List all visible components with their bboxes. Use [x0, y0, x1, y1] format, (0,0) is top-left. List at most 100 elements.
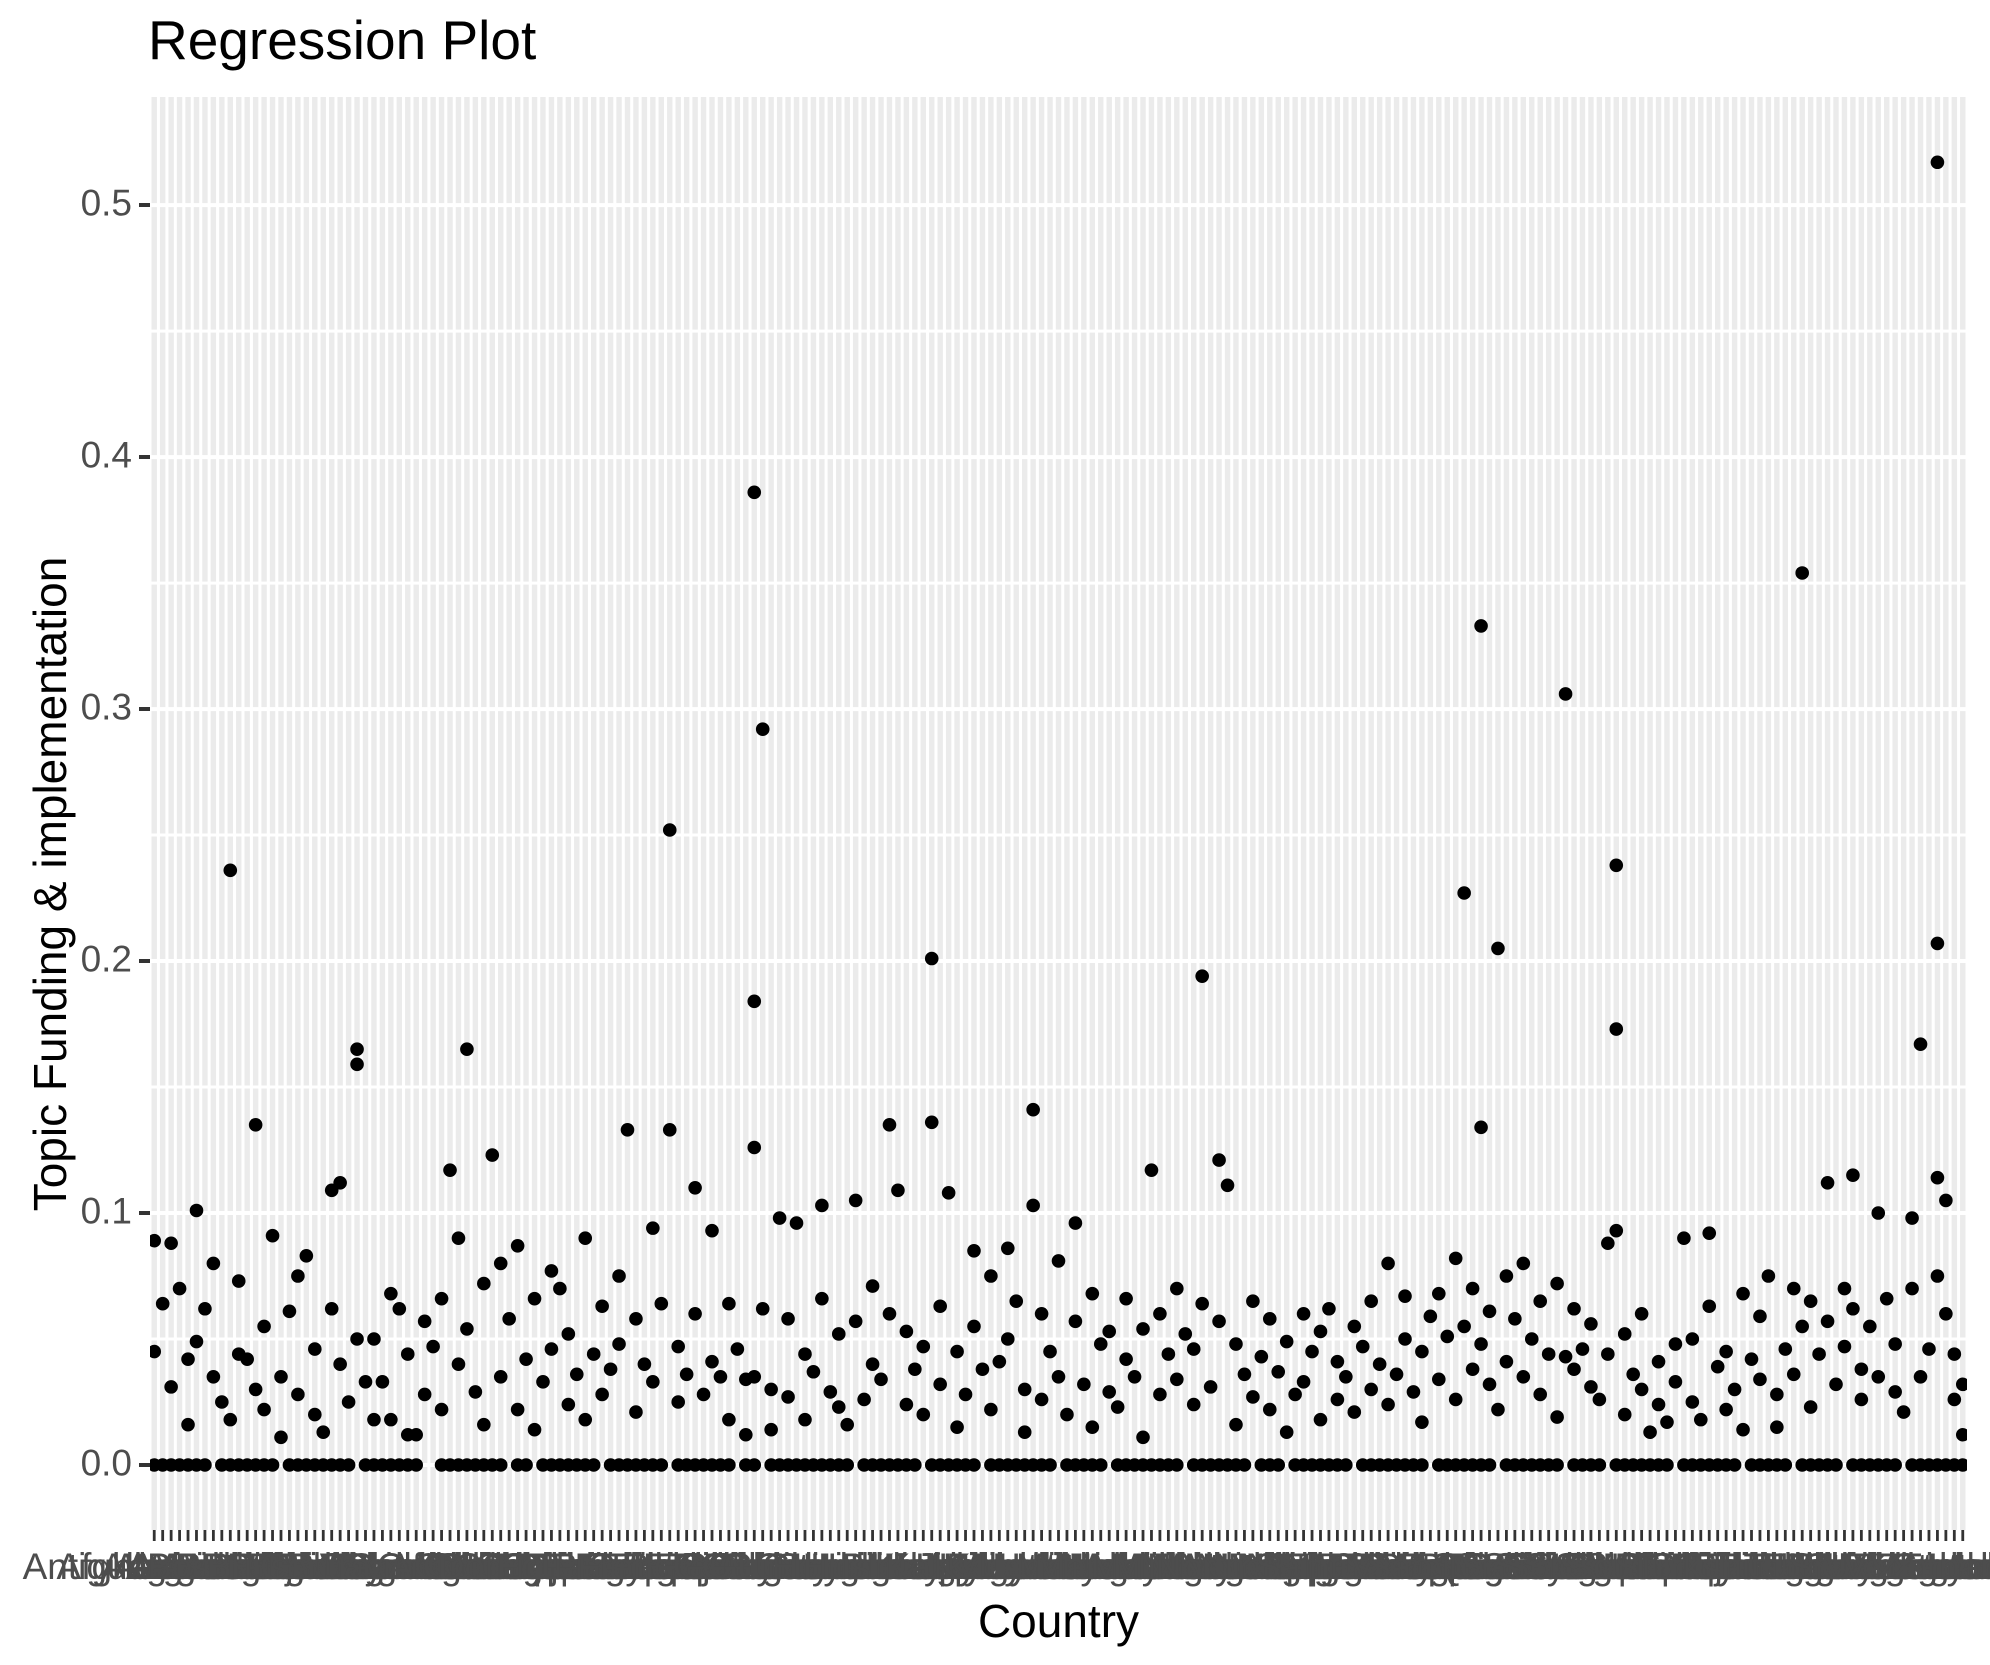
- x-tick-mark: [1471, 1530, 1475, 1541]
- x-tick-mark: [161, 1530, 165, 1541]
- x-tick-mark: [888, 1530, 891, 1541]
- data-point: [1432, 1372, 1446, 1387]
- data-point: [341, 1395, 356, 1409]
- category-stripe: [1038, 97, 1045, 1530]
- x-tick-label: Antigua and Barbuda: [22, 1546, 371, 1587]
- x-tick-label: Bermuda: [248, 1546, 399, 1587]
- x-tick-mark: [930, 1530, 934, 1541]
- y-tick-mark: [139, 1211, 150, 1215]
- category-stripe: [1520, 97, 1527, 1530]
- x-tick-mark: [1319, 1530, 1322, 1541]
- x-tick-label: Norway: [1308, 1546, 1434, 1587]
- category-stripe: [861, 97, 867, 1530]
- data-point: [1415, 1415, 1429, 1429]
- data-point: [1786, 1367, 1801, 1382]
- data-point: [150, 1233, 162, 1248]
- data-point: [646, 1221, 660, 1235]
- x-tick-label: Romania: [1415, 1546, 1564, 1587]
- category-stripe: [176, 97, 183, 1530]
- x-tick-mark: [1082, 1530, 1086, 1541]
- x-tick-label: Hong Kong: [771, 1546, 957, 1587]
- data-point: [1820, 1314, 1835, 1329]
- data-point: [755, 722, 770, 737]
- data-point: [1499, 1354, 1514, 1369]
- category-stripe: [286, 97, 293, 1530]
- category-stripe: [1368, 97, 1374, 1530]
- data-point: [1753, 1309, 1767, 1324]
- category-stripe: [1926, 97, 1932, 1530]
- data-point: [434, 1291, 449, 1306]
- category-stripe: [354, 97, 360, 1530]
- x-tick-label: Georgia: [679, 1546, 812, 1587]
- x-tick-label: Saint Vincent and the Grenadines: [1255, 1546, 1809, 1587]
- category-stripe: [413, 97, 419, 1530]
- category-stripe: [278, 97, 284, 1530]
- category-stripe: [1182, 97, 1188, 1530]
- category-stripe: [506, 97, 512, 1530]
- data-point: [992, 1354, 1007, 1369]
- x-tick-mark: [1006, 1530, 1010, 1541]
- x-tick-mark: [178, 1530, 181, 1541]
- data-point: [400, 1347, 415, 1361]
- x-tick-label: Panama: [1344, 1546, 1483, 1587]
- data-point: [1093, 1337, 1108, 1351]
- category-stripe: [1283, 97, 1290, 1530]
- category-stripe: [531, 97, 538, 1530]
- category-stripe: [793, 97, 800, 1530]
- category-stripe: [1774, 97, 1780, 1530]
- x-tick-mark: [938, 1530, 942, 1541]
- chart-title: Regression Plot: [148, 9, 537, 71]
- x-tick-label: Sri Lanka: [1614, 1546, 1771, 1587]
- x-tick-label: Uzbekistan: [1820, 1546, 1990, 1587]
- x-tick-mark: [735, 1530, 739, 1541]
- data-point: [544, 1264, 559, 1278]
- data-point: [798, 1347, 812, 1361]
- x-tick-label: Mexico: [1135, 1546, 1253, 1587]
- data-point: [747, 1140, 762, 1155]
- category-stripe: [1267, 97, 1273, 1530]
- x-tick-label: Yemen: [1888, 1546, 1990, 1587]
- category-stripe: [912, 97, 918, 1530]
- x-tick-mark: [465, 1530, 469, 1541]
- x-tick-mark: [752, 1530, 756, 1541]
- data-point: [916, 1339, 931, 1354]
- x-tick-mark: [981, 1530, 984, 1541]
- data-point: [1415, 1458, 1429, 1472]
- x-tick-label: Puerto Rico: [1375, 1546, 1570, 1587]
- x-tick-label: Czechia: [501, 1546, 636, 1587]
- x-tick-label: United Kingdom: [1746, 1546, 1990, 1587]
- data-point: [1355, 1339, 1370, 1354]
- x-tick-label: Guatemala: [722, 1546, 904, 1587]
- x-tick-mark: [1124, 1530, 1128, 1541]
- category-stripe: [1960, 97, 1966, 1530]
- x-tick-label: Myanmar: [1184, 1546, 1339, 1587]
- x-tick-label: South Sudan: [1568, 1546, 1783, 1587]
- category-stripe: [1537, 97, 1543, 1530]
- x-tick-mark: [1014, 1530, 1018, 1541]
- data-point: [1085, 1420, 1100, 1434]
- x-tick-mark: [1809, 1530, 1813, 1541]
- x-tick-label: Sierra Leone: [1493, 1546, 1706, 1587]
- category-stripe: [1123, 97, 1129, 1530]
- x-tick-label: Sudan: [1647, 1546, 1755, 1587]
- x-tick-mark: [1944, 1530, 1948, 1541]
- data-point: [578, 1231, 593, 1246]
- category-stripe: [1689, 97, 1696, 1530]
- minor-gridline: [150, 1085, 1967, 1089]
- x-tick-label: Nigeria: [1278, 1546, 1396, 1587]
- x-tick-mark: [1057, 1530, 1060, 1541]
- data-point: [451, 1231, 466, 1246]
- x-tick-mark: [1141, 1530, 1145, 1541]
- category-stripe: [1909, 97, 1915, 1530]
- category-stripe: [1917, 97, 1924, 1530]
- x-tick-mark: [1285, 1530, 1289, 1541]
- x-tick-mark: [321, 1530, 325, 1541]
- data-point: [1153, 1307, 1167, 1321]
- data-point: [1043, 1344, 1057, 1359]
- data-point: [1170, 1281, 1184, 1296]
- category-stripe: [1900, 97, 1907, 1530]
- data-point: [358, 1375, 373, 1389]
- y-tick-mark: [139, 707, 150, 712]
- x-tick-label: Jamaica: [888, 1546, 1026, 1587]
- data-point: [1693, 1412, 1708, 1427]
